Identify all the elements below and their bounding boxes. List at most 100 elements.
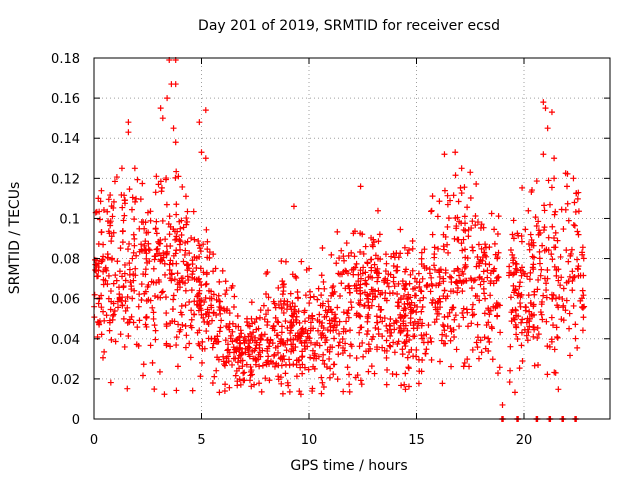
data-point — [403, 338, 410, 345]
data-point — [151, 256, 158, 263]
data-point — [367, 256, 374, 263]
data-point — [405, 247, 412, 254]
data-point — [388, 329, 395, 336]
data-point — [429, 299, 436, 306]
data-point — [418, 368, 425, 375]
data-point — [486, 311, 493, 318]
data-point — [388, 253, 395, 260]
data-point — [216, 298, 223, 305]
data-point — [434, 299, 441, 306]
data-point — [234, 382, 241, 389]
data-point — [108, 336, 115, 343]
data-point — [524, 337, 531, 344]
data-point — [374, 346, 381, 353]
data-point — [281, 356, 288, 363]
data-point — [454, 284, 461, 291]
data-point — [127, 279, 134, 286]
data-point — [444, 201, 451, 208]
data-point — [278, 305, 285, 312]
data-point — [423, 346, 430, 353]
data-point — [171, 276, 178, 283]
data-point — [391, 320, 398, 327]
data-point — [377, 291, 384, 298]
data-point — [551, 155, 558, 162]
data-point — [518, 319, 525, 326]
data-point — [214, 354, 221, 361]
data-point — [371, 261, 378, 268]
data-point — [106, 327, 113, 334]
data-point — [563, 297, 570, 304]
data-point — [189, 271, 196, 278]
data-point — [200, 241, 207, 248]
data-point — [546, 201, 553, 208]
data-point — [506, 263, 513, 270]
data-point — [297, 391, 304, 398]
data-point — [214, 333, 221, 340]
data-point — [511, 270, 518, 277]
data-point — [208, 288, 215, 295]
data-point — [545, 234, 552, 241]
data-point — [290, 313, 297, 320]
data-point — [243, 361, 250, 368]
data-point — [257, 307, 264, 314]
data-point — [159, 217, 166, 224]
data-point — [418, 288, 425, 295]
data-point — [399, 351, 406, 358]
data-point — [289, 300, 296, 307]
data-point — [124, 385, 131, 392]
data-point — [145, 246, 152, 253]
data-point — [302, 292, 309, 299]
data-point — [491, 226, 498, 233]
data-point — [249, 348, 256, 355]
data-point — [129, 295, 136, 302]
data-point — [439, 331, 446, 338]
data-point — [451, 334, 458, 341]
data-point — [469, 244, 476, 251]
data-point — [255, 325, 262, 332]
data-point — [122, 277, 129, 284]
data-point — [110, 280, 117, 287]
data-point — [427, 288, 434, 295]
data-point — [512, 265, 519, 272]
data-point — [462, 220, 469, 227]
data-point — [138, 296, 145, 303]
data-point — [454, 265, 461, 272]
data-point — [270, 323, 277, 330]
data-point — [458, 190, 465, 197]
data-point — [506, 379, 513, 386]
data-point — [551, 211, 558, 218]
data-point — [542, 105, 549, 112]
data-point — [124, 319, 131, 326]
data-point — [434, 213, 441, 220]
data-point — [572, 208, 579, 215]
x-tick-label: 5 — [197, 433, 205, 448]
data-point — [183, 261, 190, 268]
data-point — [95, 260, 102, 267]
data-point — [211, 373, 218, 380]
data-point — [307, 354, 314, 361]
data-point — [359, 270, 366, 277]
data-point — [278, 323, 285, 330]
data-point — [100, 354, 107, 361]
data-point — [133, 252, 140, 259]
data-point — [387, 343, 394, 350]
data-point — [368, 264, 375, 271]
data-point — [191, 311, 198, 318]
data-point — [357, 281, 364, 288]
data-point — [566, 325, 573, 332]
data-point — [220, 305, 227, 312]
data-point — [344, 364, 351, 371]
data-point — [404, 296, 411, 303]
data-point — [372, 324, 379, 331]
data-point — [573, 190, 580, 197]
data-point — [138, 241, 145, 248]
data-point — [447, 288, 454, 295]
data-point — [186, 340, 193, 347]
data-point — [415, 356, 422, 363]
data-point — [544, 371, 551, 378]
data-point — [131, 216, 138, 223]
data-point — [208, 295, 215, 302]
data-point — [213, 296, 220, 303]
data-point — [241, 369, 248, 376]
data-point — [461, 264, 468, 271]
